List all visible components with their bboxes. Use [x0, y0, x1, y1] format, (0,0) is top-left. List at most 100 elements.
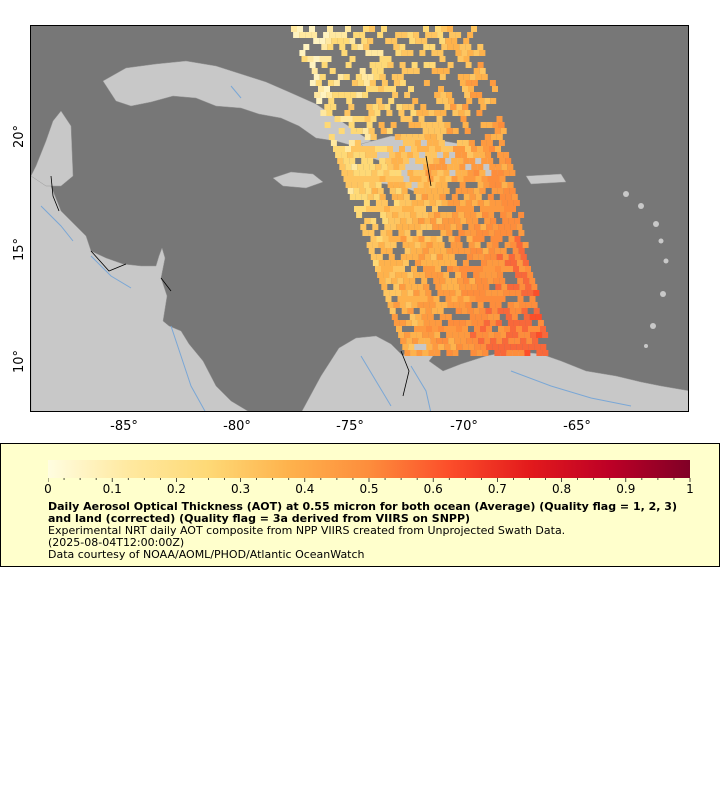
aot-cell — [456, 242, 463, 248]
aot-cell — [458, 248, 465, 254]
aot-cell — [345, 164, 352, 170]
aot-cell — [426, 140, 433, 146]
aot-cell — [442, 338, 449, 344]
aot-cell — [443, 68, 450, 74]
aot-cell — [437, 32, 444, 38]
aot-cell — [480, 224, 487, 230]
aot-cell — [464, 92, 471, 98]
aot-cell — [445, 296, 452, 302]
aot-cell — [447, 26, 453, 32]
aot-cell — [510, 326, 516, 332]
aot-cell — [481, 176, 488, 182]
y-tick-label: 15° — [12, 237, 27, 261]
aot-cell — [485, 290, 492, 296]
aot-cell — [407, 290, 414, 296]
aot-cell — [419, 50, 426, 56]
jamaica-land — [272, 171, 324, 189]
aot-cell — [349, 158, 356, 164]
aot-cell — [357, 44, 364, 50]
aot-cell — [423, 26, 429, 32]
x-tick-label: -85° — [110, 419, 138, 434]
aot-cell — [475, 278, 482, 284]
aot-cell — [481, 314, 488, 320]
colorbar-tick-label: 0.9 — [616, 482, 636, 496]
aot-cell — [410, 110, 417, 116]
aot-cell — [487, 158, 494, 164]
aot-cell — [496, 254, 503, 260]
aot-cell — [369, 182, 376, 188]
aot-cell — [507, 164, 514, 170]
aot-cell — [407, 32, 414, 38]
aot-cell — [514, 338, 521, 344]
aot-cell — [399, 320, 406, 326]
aot-cell — [353, 152, 360, 158]
aot-cell — [460, 116, 467, 122]
rivers — [40, 85, 632, 411]
aot-cell — [356, 212, 363, 218]
aot-cell — [331, 38, 338, 44]
aot-cell — [516, 344, 523, 350]
aot-cell — [430, 338, 437, 344]
aot-cell — [316, 98, 323, 104]
aot-cell — [434, 248, 441, 254]
aot-cell — [496, 338, 503, 344]
aot-cell — [493, 314, 500, 320]
yucatan-land — [31, 110, 74, 187]
aot-cell — [501, 266, 507, 272]
aot-cell — [408, 86, 414, 92]
aot-cell — [395, 290, 402, 296]
aot-cell — [471, 266, 477, 272]
aot-cell — [534, 344, 541, 350]
map-plot-area — [30, 25, 689, 412]
aot-cell — [438, 326, 444, 332]
aot-cell — [504, 326, 510, 332]
aot-cell — [504, 242, 511, 248]
aot-cell — [423, 200, 430, 206]
aot-cell — [463, 176, 470, 182]
aot-cell — [482, 350, 489, 356]
aot-cell — [521, 290, 528, 296]
aot-cell — [339, 146, 345, 152]
colorbar-tick-label: 1 — [686, 482, 694, 496]
aot-cell — [486, 260, 493, 266]
island — [638, 203, 644, 209]
aot-cell — [384, 224, 391, 230]
aot-cell — [431, 152, 438, 158]
aot-cell — [414, 326, 420, 332]
aot-cell — [439, 158, 446, 164]
aot-cell — [533, 290, 540, 296]
aot-cell — [394, 218, 401, 224]
aot-cell — [400, 218, 407, 224]
aot-cell — [376, 98, 383, 104]
aot-cell — [362, 230, 369, 236]
aot-cell — [486, 326, 492, 332]
aot-cell — [453, 284, 460, 290]
aot-cell — [358, 116, 365, 122]
aot-cell — [379, 176, 386, 182]
aot-cell — [477, 62, 484, 68]
aot-cell — [431, 170, 438, 176]
aot-cell — [476, 332, 483, 338]
aot-cell — [311, 32, 318, 38]
aot-cell — [423, 146, 429, 152]
aot-cell — [440, 128, 447, 134]
aot-cell — [337, 38, 344, 44]
aot-cell — [324, 104, 331, 110]
aot-cell — [379, 158, 386, 164]
aot-cell — [477, 200, 484, 206]
aot-cell — [419, 170, 426, 176]
border-line — [160, 277, 172, 292]
aot-cell — [378, 122, 385, 128]
aot-cell — [362, 92, 369, 98]
aot-cell — [480, 122, 487, 128]
aot-cell — [491, 188, 498, 194]
aot-cell — [382, 236, 389, 242]
aot-cell — [507, 200, 514, 206]
aot-cell — [515, 272, 522, 278]
aot-cell — [376, 254, 383, 260]
aot-cell — [405, 320, 412, 326]
aot-cell — [470, 212, 477, 218]
aot-cell — [405, 302, 412, 308]
aot-cell — [469, 74, 476, 80]
aot-cell — [533, 308, 540, 314]
